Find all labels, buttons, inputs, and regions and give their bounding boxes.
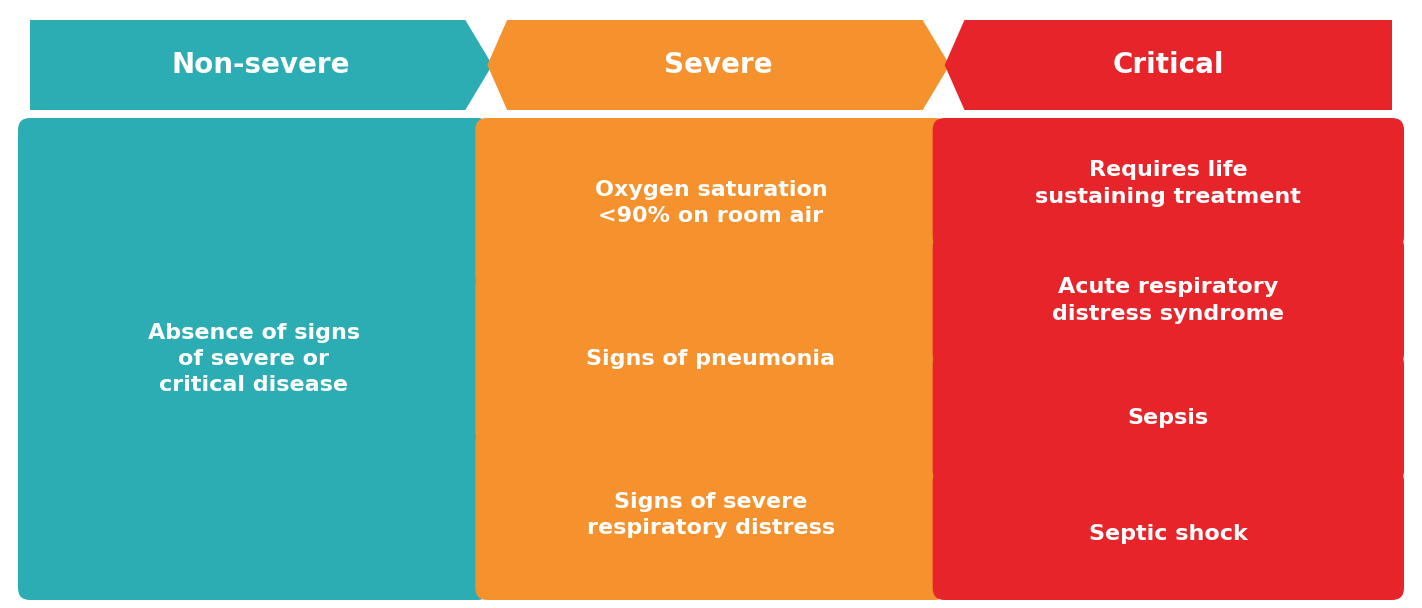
- Text: Requires life
sustaining treatment: Requires life sustaining treatment: [1035, 161, 1301, 207]
- Text: Critical: Critical: [1112, 51, 1224, 79]
- Polygon shape: [944, 20, 1392, 110]
- FancyBboxPatch shape: [933, 235, 1404, 366]
- Text: Severe: Severe: [664, 51, 772, 79]
- FancyBboxPatch shape: [475, 274, 947, 444]
- FancyBboxPatch shape: [475, 118, 947, 288]
- Text: Sepsis: Sepsis: [1128, 407, 1209, 427]
- Text: Absence of signs
of severe or
critical disease: Absence of signs of severe or critical d…: [148, 323, 360, 395]
- Text: Signs of pneumonia: Signs of pneumonia: [586, 349, 836, 369]
- Polygon shape: [30, 20, 492, 110]
- Text: Signs of severe
respiratory distress: Signs of severe respiratory distress: [587, 492, 835, 538]
- FancyBboxPatch shape: [933, 118, 1404, 249]
- Text: Non-severe: Non-severe: [172, 51, 350, 79]
- FancyBboxPatch shape: [475, 430, 947, 600]
- FancyBboxPatch shape: [933, 469, 1404, 600]
- FancyBboxPatch shape: [18, 118, 489, 600]
- Text: Acute respiratory
distress syndrome: Acute respiratory distress syndrome: [1052, 277, 1284, 323]
- Text: Septic shock: Septic shock: [1089, 525, 1247, 545]
- Polygon shape: [488, 20, 950, 110]
- FancyBboxPatch shape: [933, 352, 1404, 483]
- Text: Oxygen saturation
<90% on room air: Oxygen saturation <90% on room air: [594, 180, 828, 226]
